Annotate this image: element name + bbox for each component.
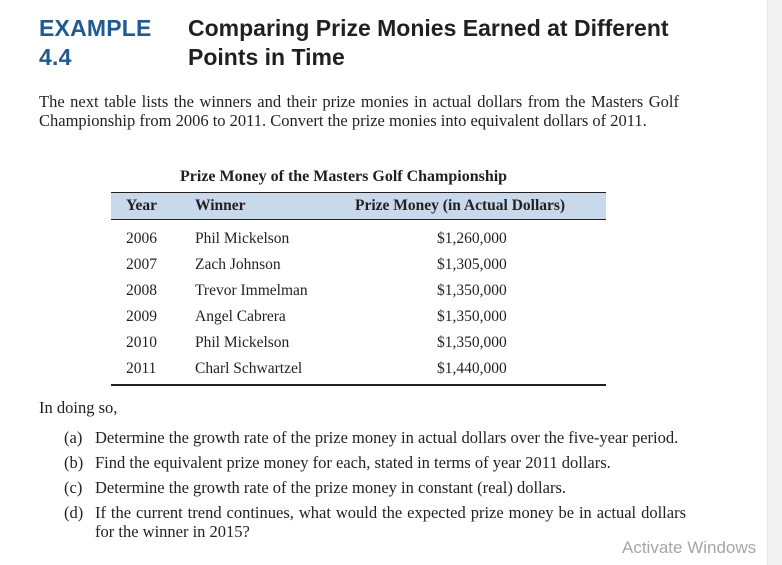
cell-prize-money: $1,350,000 — [437, 282, 507, 299]
cell-winner: Charl Schwartzel — [195, 360, 303, 377]
cell-year: 2011 — [126, 360, 157, 377]
question-letter: (b) — [64, 453, 84, 472]
cell-winner: Angel Cabrera — [195, 308, 286, 325]
cell-year: 2008 — [126, 282, 157, 299]
question-item: (c) Determine the growth rate of the pri… — [64, 478, 686, 497]
cell-winner: Trevor Immelman — [195, 282, 308, 299]
question-text: Determine the growth rate of the prize m… — [95, 478, 566, 497]
cell-prize-money: $1,305,000 — [437, 256, 507, 273]
question-list: (a) Determine the growth rate of the pri… — [64, 428, 686, 547]
table-header: Year Winner Prize Money (in Actual Dolla… — [111, 192, 606, 220]
table-row: 2008 Trevor Immelman $1,350,000 — [111, 278, 606, 304]
table-row: 2009 Angel Cabrera $1,350,000 — [111, 304, 606, 330]
example-label: EXAMPLE 4.4 — [39, 15, 152, 70]
table-row: 2007 Zach Johnson $1,305,000 — [111, 252, 606, 278]
question-letter: (c) — [64, 478, 83, 497]
table-row: 2010 Phil Mickelson $1,350,000 — [111, 330, 606, 356]
cell-year: 2007 — [126, 256, 157, 273]
question-item: (d) If the current trend continues, what… — [64, 503, 686, 541]
cell-winner: Zach Johnson — [195, 256, 281, 273]
vertical-scrollbar[interactable] — [767, 0, 782, 565]
header-prize-money: Prize Money (in Actual Dollars) — [355, 197, 566, 214]
intro-paragraph: The next table lists the winners and the… — [39, 92, 679, 130]
cell-year: 2010 — [126, 334, 157, 351]
question-text: Find the equivalent prize money for each… — [95, 453, 611, 472]
question-item: (b) Find the equivalent prize money for … — [64, 453, 686, 472]
header-winner: Winner — [195, 197, 246, 214]
cell-winner: Phil Mickelson — [195, 230, 290, 247]
example-title: Comparing Prize Monies Earned at Differe… — [188, 15, 669, 70]
question-letter: (d) — [64, 503, 84, 522]
question-letter: (a) — [64, 428, 83, 447]
table-row: 2011 Charl Schwartzel $1,440,000 — [111, 356, 606, 382]
table-body: 2006 Phil Mickelson $1,260,000 2007 Zach… — [111, 226, 606, 382]
table-row: 2006 Phil Mickelson $1,260,000 — [111, 226, 606, 252]
question-text: If the current trend continues, what wou… — [95, 503, 686, 541]
table-bottom-rule — [111, 384, 606, 386]
cell-prize-money: $1,350,000 — [437, 308, 507, 325]
cell-year: 2006 — [126, 230, 157, 247]
cell-year: 2009 — [126, 308, 157, 325]
cell-prize-money: $1,350,000 — [437, 334, 507, 351]
question-text: Determine the growth rate of the prize m… — [95, 428, 679, 447]
cell-winner: Phil Mickelson — [195, 334, 290, 351]
question-item: (a) Determine the growth rate of the pri… — [64, 428, 686, 447]
cell-prize-money: $1,440,000 — [437, 360, 507, 377]
cell-prize-money: $1,260,000 — [437, 230, 507, 247]
in-doing-so-text: In doing so, — [39, 398, 118, 417]
activate-windows-watermark: Activate Windows — [622, 538, 757, 557]
header-year: Year — [126, 197, 157, 214]
table-title: Prize Money of the Masters Golf Champion… — [180, 168, 508, 185]
